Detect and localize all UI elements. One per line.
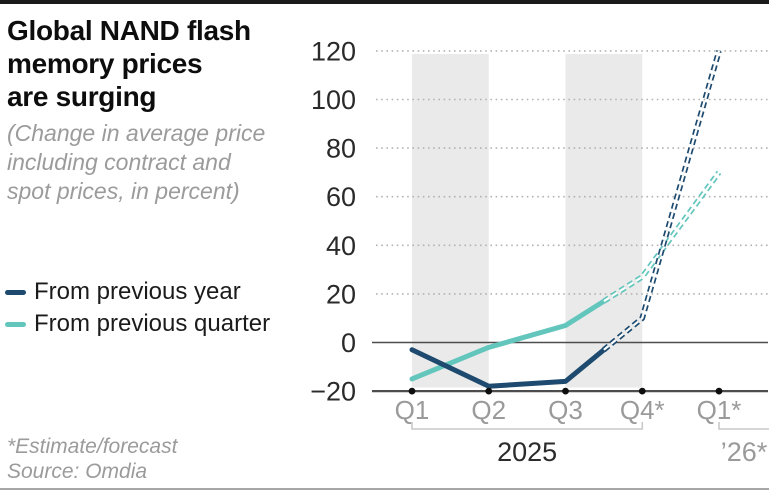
axis-point-marker (638, 387, 646, 395)
series-line-forecast-dash-core (603, 50, 721, 351)
y-tick-label: 80 (326, 134, 356, 164)
legend-item-previous-quarter: From previous quarter (5, 308, 270, 340)
footnotes: *Estimate/forecast Source: Omdia (7, 434, 177, 484)
title-line: Global NAND flash (7, 15, 251, 46)
subtitle-line: spot prices, in percent) (7, 178, 240, 204)
x-tick-label: Q1 (395, 395, 430, 425)
axis-point-marker (562, 387, 569, 395)
series-line-solid (409, 298, 607, 382)
x-tick-label: Q2 (471, 395, 506, 425)
legend: From previous year From previous quarter (5, 276, 270, 340)
y-tick-label: 60 (326, 182, 356, 212)
chart-subtitle: (Change in average price including contr… (7, 119, 265, 206)
subtitle-line: including contract and (7, 149, 231, 175)
x-tick-label: Q3 (548, 395, 583, 425)
footnote-source: Source: Omdia (7, 460, 148, 483)
y-tick-label: 0 (341, 328, 356, 358)
footnote-estimate: *Estimate/forecast (7, 435, 178, 458)
y-tick-label: 20 (326, 279, 356, 309)
legend-label: From previous quarter (34, 310, 271, 337)
bottom-rule (0, 488, 769, 490)
x-tick-label: Q4* (620, 395, 665, 425)
axis-point-marker (408, 387, 416, 395)
legend-swatch-previous-quarter (5, 321, 26, 327)
axis-point-marker (485, 387, 493, 395)
y-tick-label: −20 (310, 377, 356, 407)
top-rule (0, 0, 769, 4)
subtitle-line: (Change in average price (7, 120, 266, 146)
x-tick-label: Q1* (697, 395, 742, 425)
title-line: are surging (7, 81, 157, 112)
year-bracket (411, 422, 644, 430)
legend-item-previous-year: From previous year (5, 276, 270, 308)
year-label: ’26* (721, 437, 768, 467)
y-tick-label: 40 (326, 231, 356, 261)
page-title: Global NAND flash memory prices are surg… (7, 14, 251, 113)
title-line: memory prices (7, 48, 203, 79)
quarter-shaded-band (412, 54, 489, 388)
y-tick-label: 120 (311, 36, 356, 66)
series-line-solid (409, 347, 607, 389)
y-tick-label: 100 (311, 85, 356, 115)
legend-label: From previous year (34, 278, 241, 305)
series-line-forecast-dash-core (603, 171, 720, 303)
legend-swatch-previous-year (5, 289, 26, 295)
year-label: 2025 (497, 437, 557, 467)
quarter-shaded-band (565, 54, 643, 388)
year-bracket (718, 422, 769, 430)
axis-point-marker (715, 387, 723, 395)
